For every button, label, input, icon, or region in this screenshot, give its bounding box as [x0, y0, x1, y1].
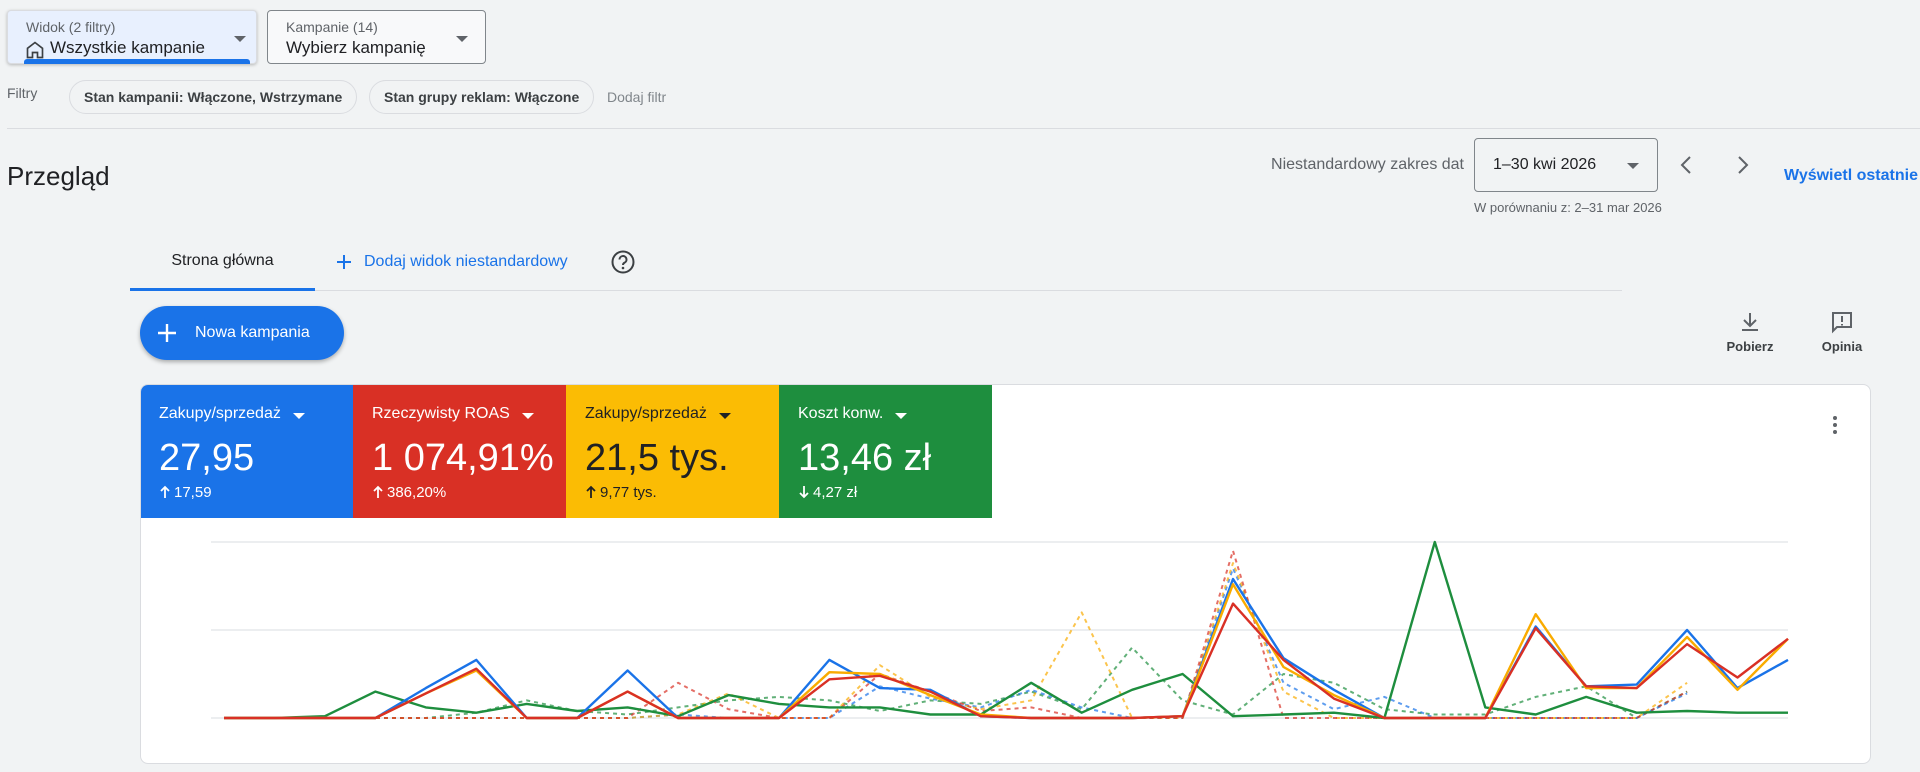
trend-arrow-path [799, 486, 809, 499]
download-action[interactable]: Pobierz [1720, 310, 1780, 354]
scorecard[interactable]: Koszt konw. 13,46 zł 4,27 zł [779, 385, 992, 518]
tab[interactable]: Strona główna [171, 252, 274, 269]
page-title: Przegląd [7, 161, 110, 191]
comparison-line [224, 562, 1688, 719]
view-recent[interactable]: Wyświetl ostatnie [1784, 167, 1918, 184]
trend-arrow [799, 486, 809, 499]
previous-period[interactable] [1675, 153, 1699, 177]
scorecard-value: 1 074,91% [372, 437, 554, 479]
plus-icon [158, 324, 176, 342]
scorecard-change: 17,59 [174, 484, 212, 501]
scorecard-caret [718, 413, 731, 419]
filters-label: Filtry [7, 85, 38, 101]
tab-indicator [130, 288, 315, 291]
add-custom-view[interactable]: Dodaj widok niestandardowy [364, 253, 568, 270]
plus-icon [337, 255, 351, 269]
date-range-value: 1–30 kwi 2026 [1493, 156, 1597, 173]
overview-card: Zakupy/sprzedaż 27,95 17,59 Rzeczywisty ROA… [140, 384, 1871, 764]
scorecard-label: Zakupy/sprzedaż [159, 405, 281, 422]
campaign-dropdown-label: Kampanie (14) [286, 19, 378, 35]
comparison-range: W porównaniu z: 2–31 mar 2026 [1474, 200, 1662, 215]
scorecard-label: Rzeczywisty ROAS [372, 405, 510, 422]
campaign-dropdown-value: Wybierz kampanię [286, 38, 426, 57]
help-icon[interactable] [610, 249, 636, 275]
feedback-label: Opinia [1821, 339, 1863, 354]
scorecard-change: 4,27 zł [813, 484, 858, 501]
active-indicator [24, 59, 250, 64]
dropdown-caret [1627, 163, 1639, 169]
series-line [224, 540, 1788, 720]
home-icon [26, 41, 44, 59]
trend-arrow-path [373, 485, 383, 498]
download-label: Pobierz [1726, 339, 1774, 354]
dropdown-caret [456, 36, 468, 42]
new-campaign-button[interactable]: Nowa kampania [140, 306, 344, 360]
scorecard[interactable]: Zakupy/sprzedaż 21,5 tys. 9,77 tys. [566, 385, 779, 518]
scorecard-value: 27,95 [159, 437, 255, 479]
series-line [224, 602, 1789, 720]
feedback-action[interactable]: Opinia [1812, 310, 1872, 354]
filter-chip[interactable]: Stan grupy reklam: Włączone [369, 80, 595, 114]
new-campaign-label: Nowa kampania [195, 324, 310, 341]
scorecard-value: 21,5 tys. [585, 437, 729, 479]
scorecard-caret [521, 413, 534, 419]
scorecard-change: 9,77 tys. [600, 484, 657, 501]
scorecard-caret [895, 413, 908, 419]
scorecard-change: 386,20% [387, 484, 447, 501]
add-filter[interactable]: Dodaj filtr [607, 89, 667, 105]
view-dropdown[interactable]: Widok (2 filtry) Wszystkie kampanie [7, 10, 257, 64]
date-range-picker[interactable]: 1–30 kwi 2026 [1474, 138, 1658, 192]
more-menu[interactable] [1823, 413, 1847, 437]
comparison-line [224, 567, 1688, 719]
tabs-divider [130, 290, 1622, 291]
trend-arrow [586, 485, 596, 498]
scorecard[interactable]: Rzeczywisty ROAS 1 074,91% 386,20% [353, 385, 566, 518]
download-icon [1742, 313, 1758, 331]
view-dropdown-value: Wszystkie kampanie [50, 38, 205, 57]
scorecard[interactable]: Zakupy/sprzedaż 27,95 17,59 [141, 385, 353, 518]
scorecard-label: Koszt konw. [798, 405, 884, 422]
divider [7, 128, 1920, 129]
dropdown-caret [234, 36, 246, 42]
view-dropdown-label: Widok (2 filtry) [26, 19, 116, 35]
campaign-dropdown[interactable]: Kampanie (14) Wybierz kampanię [267, 10, 486, 64]
scorecard-label: Zakupy/sprzedaż [585, 405, 707, 422]
trend-arrow-path [586, 485, 596, 498]
next-period[interactable] [1730, 153, 1754, 177]
date-range-label: Niestandardowy zakres dat [1271, 156, 1464, 173]
scorecard-caret [292, 413, 305, 419]
scorecard-value: 13,46 zł [798, 437, 932, 479]
trend-arrow-path [160, 485, 170, 498]
feedback-icon [1832, 312, 1852, 334]
comparison-line [224, 646, 1688, 719]
comparison-line [224, 549, 1688, 719]
trend-arrow [373, 485, 383, 498]
filter-chip[interactable]: Stan kampanii: Włączone, Wstrzymane [69, 80, 358, 114]
trend-arrow [160, 485, 170, 498]
